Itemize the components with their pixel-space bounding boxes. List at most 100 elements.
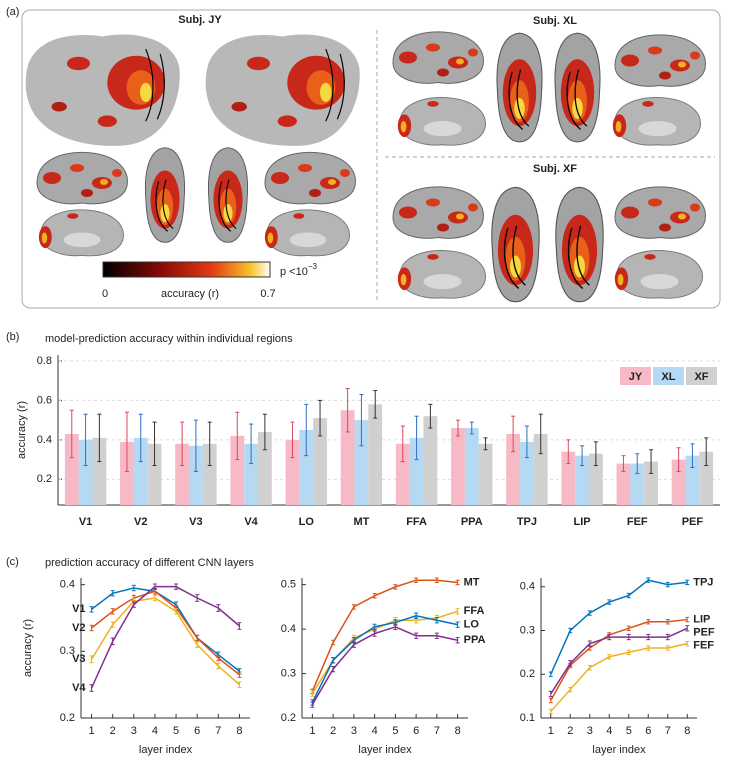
bar [644, 461, 658, 505]
colorbar-max: 0.7 [260, 288, 275, 300]
line [90, 597, 240, 686]
y-tick-label: 0.2 [60, 712, 75, 724]
bar [671, 459, 686, 505]
line [91, 590, 240, 676]
bar [92, 437, 107, 505]
x-tick-label: 6 [194, 725, 200, 737]
colorbar [102, 261, 271, 278]
bar [230, 435, 245, 505]
x-tick-label: 2 [110, 725, 116, 737]
line [311, 610, 458, 694]
brain-ventral [144, 147, 186, 243]
series-label: LIP [693, 613, 710, 625]
series-label: TPJ [693, 576, 713, 588]
legend-label: XF [694, 371, 708, 383]
line [90, 585, 240, 689]
y-tick-label: 0.3 [520, 624, 535, 636]
x-tick-label: V3 [189, 516, 202, 528]
bar [64, 433, 79, 505]
y-tick-label: 0.8 [37, 355, 52, 367]
y-tick-label: 0.4 [520, 581, 535, 593]
brain-medial [397, 97, 486, 146]
bar [451, 428, 465, 505]
brain-medial [612, 97, 701, 146]
y-tick-label: 0.4 [60, 579, 75, 591]
series-label: MT [464, 576, 480, 588]
x-tick-label: 1 [89, 725, 95, 737]
x-tick-label: PPA [461, 516, 483, 528]
bar [313, 418, 327, 505]
x-tick-label: 5 [173, 725, 179, 737]
x-tick-label: 5 [392, 725, 398, 737]
bar [133, 437, 148, 505]
threshold-base: p <10 [280, 266, 308, 278]
y-tick-label: 0.3 [281, 667, 296, 679]
subject-title: Subj. XF [533, 163, 577, 175]
x-tick-label: 3 [351, 725, 357, 737]
bar [520, 441, 534, 505]
x-tick-label: 1 [548, 725, 554, 737]
series-label: LO [464, 619, 480, 631]
brain-lateral [36, 151, 128, 205]
series-label: V4 [72, 682, 86, 694]
bar [685, 455, 700, 505]
y-tick-label: 0.5 [281, 579, 296, 591]
series-label: V2 [72, 622, 85, 634]
x-axis-label: layer index [592, 744, 646, 756]
x-tick-label: 2 [330, 725, 336, 737]
colorbar-label: accuracy (r) [161, 288, 219, 300]
brain-lateral [614, 34, 706, 87]
bar [478, 443, 493, 505]
series-label: FEF [693, 639, 714, 651]
line [311, 579, 458, 692]
series-label: FFA [464, 605, 485, 617]
flatmap [25, 33, 181, 147]
line [550, 642, 688, 712]
x-tick-label: TPJ [517, 516, 537, 528]
bar [202, 443, 217, 505]
brain-lateral [264, 151, 356, 205]
brain-medial [614, 250, 703, 299]
subject-title: Subj. XL [533, 15, 577, 27]
series-label: PEF [693, 626, 715, 638]
panel-a-frame [21, 9, 721, 309]
brain-ventral [554, 32, 601, 143]
bar [147, 443, 162, 505]
line [550, 579, 688, 675]
panel-label: (a) [6, 6, 19, 18]
bar [395, 443, 410, 505]
x-tick-label: FFA [406, 516, 427, 528]
x-tick-label: 2 [567, 725, 573, 737]
line [550, 618, 688, 701]
x-tick-label: 5 [626, 725, 632, 737]
legend-label: XL [661, 371, 675, 383]
flatmap [205, 33, 361, 147]
x-axis-label: layer index [139, 744, 193, 756]
bar [533, 433, 548, 505]
series-label: PPA [464, 634, 486, 646]
bar [285, 439, 300, 505]
bar [464, 428, 479, 505]
y-tick-label: 0.6 [37, 394, 52, 406]
series-label: V1 [72, 603, 85, 615]
x-tick-label: FEF [627, 516, 648, 528]
bar [588, 453, 603, 505]
y-tick-label: 0.4 [37, 434, 52, 446]
bar [340, 410, 355, 505]
x-tick-label: 4 [606, 725, 612, 737]
y-tick-label: 0.1 [520, 712, 535, 724]
bar [368, 404, 383, 505]
y-tick-label: 0.2 [281, 712, 296, 724]
brain-ventral [496, 32, 543, 143]
line [91, 587, 240, 672]
x-tick-label: 8 [236, 725, 242, 737]
x-tick-label: LIP [574, 516, 591, 528]
x-tick-label: LO [299, 516, 315, 528]
line [311, 615, 458, 703]
series-label: V3 [72, 653, 85, 665]
bar [423, 416, 438, 505]
x-tick-label: V4 [244, 516, 258, 528]
line [311, 626, 458, 706]
x-tick-label: PEF [682, 516, 704, 528]
